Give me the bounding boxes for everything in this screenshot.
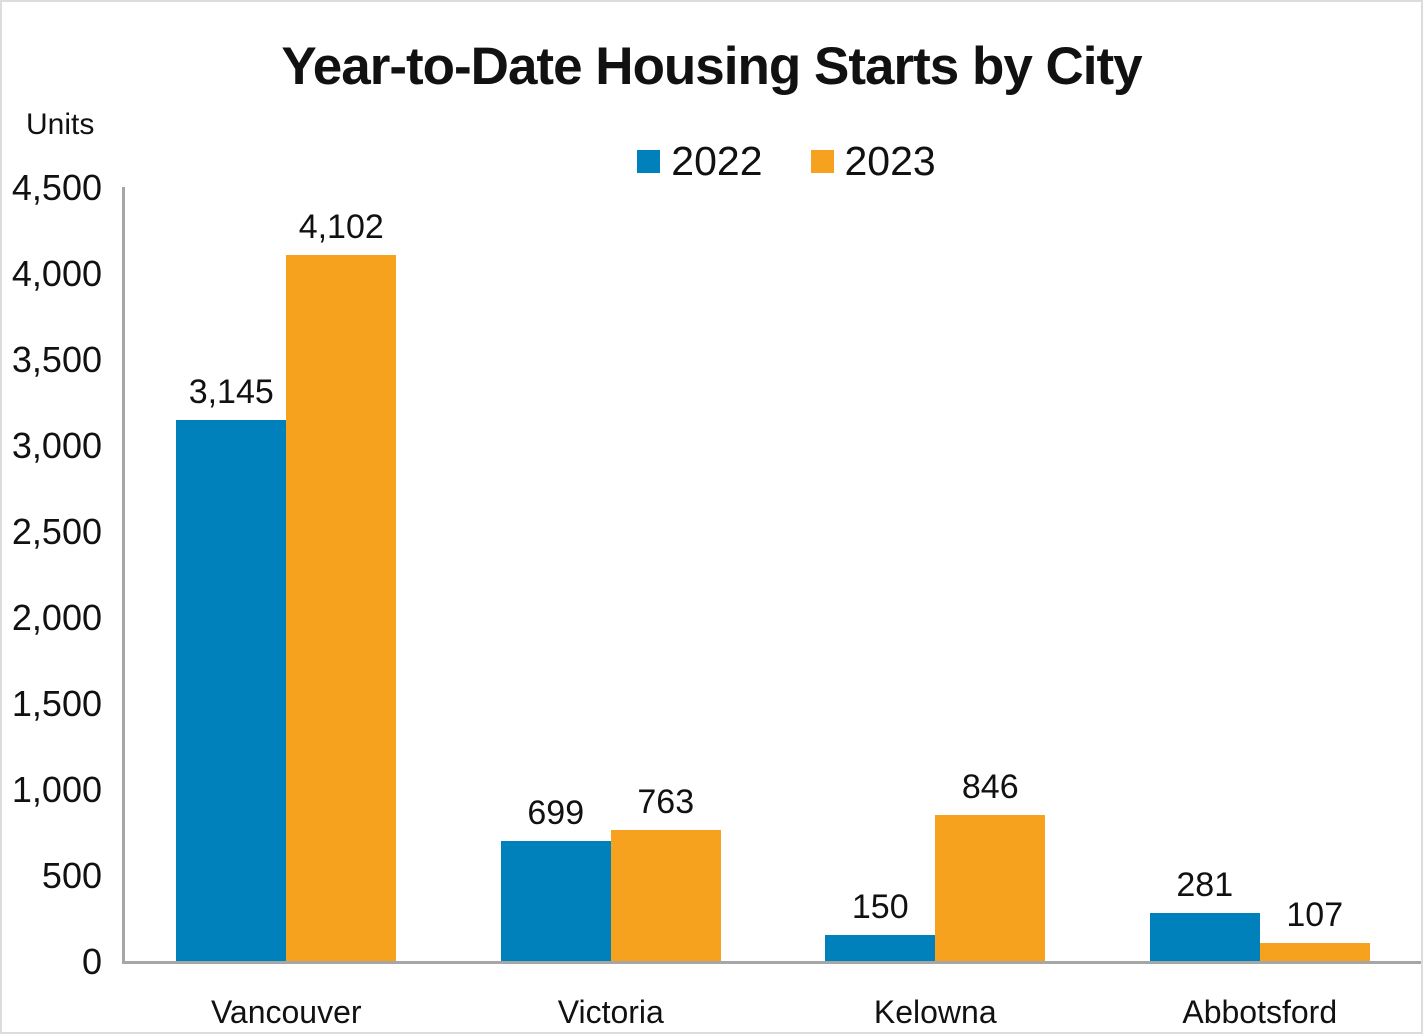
y-tick-label: 1,000 xyxy=(11,769,102,810)
y-tick-label: 4,000 xyxy=(11,253,102,294)
y-tick-label: 3,000 xyxy=(11,425,102,466)
legend: 2022 2023 xyxy=(2,138,1421,185)
legend-label: 2022 xyxy=(671,138,763,184)
bar-value-abbotsford-2022: 281 xyxy=(1176,866,1234,904)
category-label-abbotsford: Abbotsford xyxy=(1182,994,1338,1030)
category-label-victoria: Victoria xyxy=(557,994,664,1030)
bar-kelowna-2023 xyxy=(935,815,1046,961)
legend-label: 2023 xyxy=(844,138,936,184)
legend-swatch-2022 xyxy=(637,150,661,173)
bar-kelowna-2022 xyxy=(825,935,936,961)
category-label-vancouver: Vancouver xyxy=(210,994,362,1030)
bar-abbotsford-2023 xyxy=(1259,943,1370,961)
bar-abbotsford-2022 xyxy=(1149,913,1260,961)
y-tick-label: 2,000 xyxy=(11,597,102,638)
bar-value-vancouver-2023: 4,102 xyxy=(298,208,384,246)
bar-value-kelowna-2022: 150 xyxy=(851,888,909,926)
legend-item-2022: 2022 xyxy=(637,138,763,185)
legend-swatch-2023 xyxy=(810,150,834,173)
bar-victoria-2022 xyxy=(500,841,611,961)
bar-value-kelowna-2023: 846 xyxy=(961,768,1019,806)
bar-vancouver-2022 xyxy=(176,420,287,961)
y-tick-label: 1,500 xyxy=(11,683,102,724)
y-tick-label: 0 xyxy=(81,941,102,982)
chart-title: Year-to-Date Housing Starts by City xyxy=(281,37,1142,96)
bar-value-abbotsford-2023: 107 xyxy=(1286,896,1344,934)
x-axis-line xyxy=(122,961,1421,964)
y-tick-label: 500 xyxy=(41,855,102,896)
bar-victoria-2023 xyxy=(610,830,721,961)
y-tick-label: 2,500 xyxy=(11,511,102,552)
bar-value-vancouver-2022: 3,145 xyxy=(188,373,274,411)
y-axis-title: Units xyxy=(26,108,95,141)
legend-item-2023: 2023 xyxy=(810,138,936,185)
bar-value-victoria-2022: 699 xyxy=(527,794,585,832)
y-axis-line xyxy=(122,187,125,964)
y-tick-label: 4,500 xyxy=(11,167,102,208)
y-tick-label: 3,500 xyxy=(11,339,102,380)
bar-value-victoria-2023: 763 xyxy=(637,783,695,821)
bar-vancouver-2023 xyxy=(286,255,397,961)
category-label-kelowna: Kelowna xyxy=(873,994,997,1030)
